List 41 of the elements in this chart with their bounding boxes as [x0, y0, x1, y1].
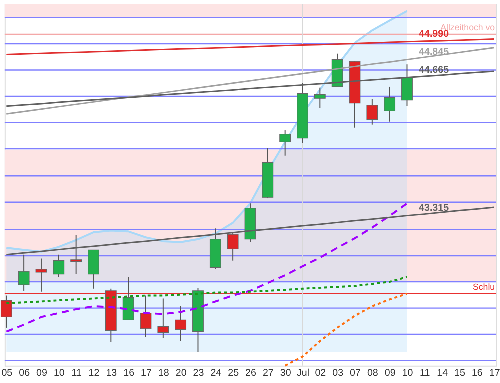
x-tick-label: 09	[384, 368, 396, 380]
x-tick-label: 08	[367, 368, 379, 380]
x-tick-label: 27	[262, 368, 274, 380]
x-tick-label: 11	[420, 368, 430, 380]
x-tick-label: 09	[36, 368, 48, 380]
x-tick-label: 16	[124, 368, 136, 380]
x-tick-label: 10	[402, 368, 414, 380]
candlestick	[384, 86, 396, 122]
series-label: 43.315	[419, 202, 450, 214]
candlestick	[122, 276, 134, 321]
x-tick-label: 02	[315, 368, 326, 380]
x-tick-label: 14	[437, 368, 449, 380]
candlestick	[314, 87, 326, 109]
x-tick-label: 23	[193, 368, 205, 380]
x-tick-label: 26	[246, 368, 257, 380]
candlestick	[53, 254, 65, 278]
x-tick-label: 05	[2, 368, 14, 380]
candlestick	[366, 99, 378, 126]
x-tick-label: 11	[72, 368, 82, 380]
x-tick-label: 24	[210, 368, 222, 380]
x-tick-label: 10	[54, 368, 66, 380]
x-tick-label: Jul	[296, 368, 310, 380]
series-label: 44.845	[419, 46, 450, 58]
x-tick-label: 06	[19, 368, 31, 380]
x-tick-label: 03	[332, 368, 344, 380]
x-tick-label: 16	[472, 368, 484, 380]
candlestick	[280, 130, 292, 156]
x-tick-label: 30	[280, 368, 292, 380]
x-tick-label: 13	[106, 368, 118, 380]
x-tick-label: 07	[350, 368, 361, 380]
ref-line-label: Schlu	[472, 282, 496, 292]
x-tick-label: 17	[141, 368, 152, 380]
x-tick-label: 15	[454, 368, 466, 380]
x-tick-label: 25	[228, 368, 240, 380]
x-tick-label: 18	[158, 368, 170, 380]
series-label: 44.990	[419, 29, 450, 40]
x-tick-label: 17	[489, 368, 500, 380]
x-tick-label: 20	[176, 368, 188, 380]
candlestick	[158, 298, 170, 339]
x-tick-label: 12	[88, 368, 100, 380]
candlestick	[175, 306, 187, 342]
